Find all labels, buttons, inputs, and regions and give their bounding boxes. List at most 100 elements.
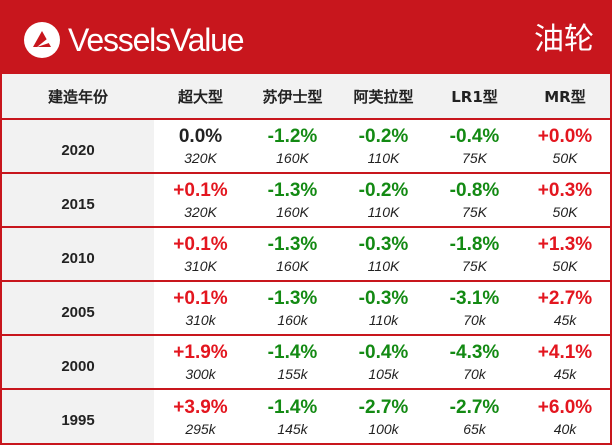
value-cell-lr1: -0.4% 75K xyxy=(429,119,520,173)
value-cell-suezmax: -1.3% 160K xyxy=(247,226,338,281)
column-header-year: 建造年份 xyxy=(2,74,154,120)
value-cell-suezmax: -1.4% 145k xyxy=(247,388,338,443)
change-percent: -0.8% xyxy=(449,180,500,201)
year-cell: 2015 xyxy=(2,172,154,227)
change-percent: -1.3% xyxy=(267,288,318,309)
vessel-value: 160K xyxy=(276,204,309,220)
vessel-value: 50K xyxy=(552,204,578,220)
column-header-suezmax: 苏伊士型 xyxy=(247,74,338,120)
change-percent: +3.9% xyxy=(173,396,228,418)
year-cell: 2020 xyxy=(2,119,154,173)
change-percent: +6.0% xyxy=(537,396,593,418)
table-row: 2005 +0.1% 310k -1.3% 160k -0.3% 110k -3.1% 70k +… xyxy=(2,280,610,335)
value-cell-mr: +0.3% 50K xyxy=(520,172,610,227)
vessel-value: 45k xyxy=(553,312,577,328)
year-cell: 2010 xyxy=(2,226,154,281)
vessel-value: 310K xyxy=(184,258,217,274)
table-body: 2020 0.0% 320K -1.2% 160K -0.2% 110K -0.4% 75K +0… xyxy=(2,119,610,443)
value-cell-suezmax: -1.4% 155k xyxy=(247,334,338,389)
vessel-value: 160K xyxy=(276,150,309,166)
change-percent: -0.2% xyxy=(358,126,409,147)
column-header-lr1: LR1型 xyxy=(429,74,520,120)
change-percent: -1.3% xyxy=(267,234,318,255)
change-percent: -1.3% xyxy=(267,180,318,201)
value-cell-lr1: -0.8% 75K xyxy=(429,172,520,227)
vessel-value: 40k xyxy=(553,420,577,437)
value-cell-mr: +2.7% 45k xyxy=(520,280,610,335)
change-percent: +4.1% xyxy=(537,342,593,363)
value-cell-vlcc: +3.9% 295k xyxy=(154,388,247,443)
table-row: 2020 0.0% 320K -1.2% 160K -0.2% 110K -0.4% 75K +0… xyxy=(2,119,610,173)
column-header-mr: MR型 xyxy=(520,74,610,120)
vessel-value: 145k xyxy=(277,420,308,437)
value-cell-vlcc: +0.1% 310K xyxy=(154,226,247,281)
value-cell-vlcc: +0.1% 320K xyxy=(154,172,247,227)
vessel-value: 295k xyxy=(185,420,216,437)
vessel-value: 160k xyxy=(277,312,308,328)
table-row: 2015 +0.1% 320K -1.3% 160K -0.2% 110K -0.8% 75K +… xyxy=(2,172,610,227)
table-row: 1995 +3.9% 295k -1.4% 145k -2.7% 100k -2.7% 65k +… xyxy=(2,388,610,443)
change-percent: -1.4% xyxy=(267,396,318,418)
value-cell-aframax: -0.2% 110K xyxy=(338,119,429,173)
change-percent: -2.7% xyxy=(449,396,500,418)
value-cell-aframax: -0.3% 110k xyxy=(338,280,429,335)
vessel-value: 50K xyxy=(552,258,578,274)
vessel-value: 75K xyxy=(462,204,487,220)
vessel-value: 105k xyxy=(368,366,399,382)
vessel-value: 320K xyxy=(184,204,217,220)
change-percent: +0.0% xyxy=(537,126,593,147)
value-cell-aframax: -0.3% 110K xyxy=(338,226,429,281)
vessel-value: 110k xyxy=(368,312,399,328)
year-label: 2015 xyxy=(61,195,95,213)
year-label: 2010 xyxy=(61,249,95,267)
vessel-value: 75K xyxy=(462,258,487,274)
vessel-value: 50K xyxy=(552,150,578,166)
value-cell-mr: +6.0% 40k xyxy=(520,388,610,443)
year-label: 1995 xyxy=(61,412,95,429)
vessel-value: 75K xyxy=(462,150,487,166)
change-percent: -0.4% xyxy=(449,126,500,147)
year-cell: 2000 xyxy=(2,334,154,389)
year-label: 2020 xyxy=(61,141,95,159)
valuation-table: 建造年份 超大型 苏伊士型 阿芙拉型 LR1型 MR型 2020 0.0% 320K… xyxy=(2,74,610,443)
vessel-value: 70k xyxy=(463,366,486,382)
change-percent: +0.1% xyxy=(173,288,228,309)
change-percent: -1.8% xyxy=(449,234,500,255)
change-percent: -1.4% xyxy=(267,342,318,363)
change-percent: -0.4% xyxy=(358,342,409,363)
value-cell-vlcc: 0.0% 320K xyxy=(154,119,247,173)
header-row: 建造年份 超大型 苏伊士型 阿芙拉型 LR1型 MR型 xyxy=(2,74,610,120)
value-cell-mr: +0.0% 50K xyxy=(520,119,610,173)
year-cell: 2005 xyxy=(2,280,154,335)
change-percent: +0.1% xyxy=(173,234,228,255)
column-header-vlcc: 超大型 xyxy=(154,74,247,120)
vessel-value: 155k xyxy=(277,366,308,382)
change-percent: +2.7% xyxy=(537,288,593,309)
brand-name: VesselsValue xyxy=(68,22,245,58)
value-cell-suezmax: -1.3% 160k xyxy=(247,280,338,335)
table-row: 2010 +0.1% 310K -1.3% 160K -0.3% 110K -1.8% 75K +… xyxy=(2,226,610,281)
value-cell-lr1: -4.3% 70k xyxy=(429,334,520,389)
vessel-value: 110K xyxy=(367,258,400,274)
year-label: 2000 xyxy=(61,357,95,375)
header-bar: VesselsValue 油轮 xyxy=(2,2,610,74)
value-cell-mr: +4.1% 45k xyxy=(520,334,610,389)
change-percent: -1.2% xyxy=(267,126,318,147)
value-cell-aframax: -2.7% 100k xyxy=(338,388,429,443)
vessel-value: 320K xyxy=(184,150,217,166)
vessel-value: 160K xyxy=(276,258,309,274)
change-percent: -0.3% xyxy=(358,234,409,255)
value-cell-lr1: -1.8% 75K xyxy=(429,226,520,281)
vessel-value: 45k xyxy=(553,366,577,382)
value-cell-vlcc: +1.9% 300k xyxy=(154,334,247,389)
change-percent: +1.3% xyxy=(537,234,593,255)
vessel-value: 110K xyxy=(367,150,400,166)
vessel-value: 65k xyxy=(463,420,486,437)
change-percent: +1.9% xyxy=(173,342,228,363)
change-percent: -4.3% xyxy=(449,342,500,363)
table-row: 2000 +1.9% 300k -1.4% 155k -0.4% 105k -4.3% 70k +… xyxy=(2,334,610,389)
change-percent: +0.1% xyxy=(173,180,228,201)
vesselsvalue-logo-icon xyxy=(24,22,60,58)
vessel-type-title: 油轮 xyxy=(534,22,594,57)
